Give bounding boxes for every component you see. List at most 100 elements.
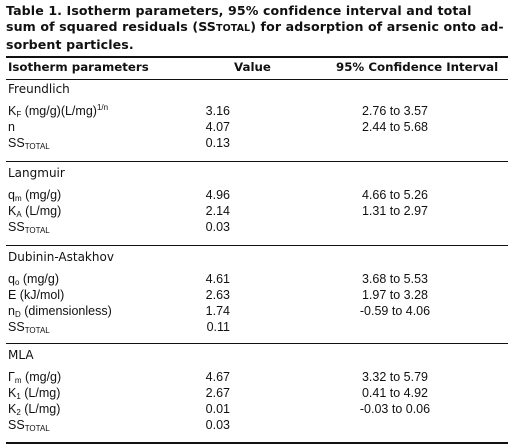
table-row: qm (mg/g) 4.96 4.66 to 5.26 (6, 187, 508, 204)
parameter-name: SSTOTAL (8, 219, 50, 236)
confidence-interval: 2.44 to 5.68 (361, 120, 429, 134)
bottom-rule (6, 442, 508, 444)
caption-line-1: Table 1. Isotherm parameters, 95% confid… (6, 3, 472, 18)
parameter-name: KA (L/mg) (8, 203, 61, 220)
parameter-symbol: K (8, 104, 17, 118)
parameter-name: Γm (mg/g) (8, 369, 61, 386)
confidence-interval: -0.03 to 0.06 (359, 402, 431, 416)
parameter-subscript: TOTAL (24, 226, 50, 235)
parameter-symbol: SS (8, 320, 25, 334)
parameter-value: 0.13 (205, 136, 230, 150)
header-value: Value (234, 60, 271, 74)
parameter-name: KF (mg/g)(L/mg)1/n (8, 103, 108, 120)
table-row: KF (mg/g)(L/mg)1/n 3.16 2.76 to 3.57 (6, 103, 508, 120)
parameter-subscript: o (14, 278, 20, 287)
parameter-symbol: K (8, 386, 17, 400)
parameter-symbol: q (8, 188, 15, 202)
table-header-row: Isotherm parameters Value 95% Confidence… (6, 59, 508, 76)
group-name: MLA (8, 348, 34, 362)
parameter-unit: (L/mg) (20, 402, 61, 416)
parameter-subscript: TOTAL (24, 326, 50, 335)
group-separator-rule (6, 343, 508, 344)
parameter-value: 3.16 (205, 104, 230, 118)
parameter-value: 2.67 (205, 386, 230, 400)
header-rule (6, 79, 508, 80)
table-row: SSTOTAL 0.03 (6, 417, 508, 434)
parameter-value: 4.96 (205, 188, 230, 202)
parameter-superscript: 1/n (96, 103, 109, 112)
parameter-symbol: n (8, 120, 15, 134)
parameter-value: 4.67 (205, 370, 230, 384)
parameter-name: qm (mg/g) (8, 187, 61, 204)
table-row: qo (mg/g) 4.61 3.68 to 5.53 (6, 271, 508, 288)
parameter-name: qo (mg/g) (8, 271, 59, 288)
parameter-unit: (mg/g) (19, 272, 59, 286)
parameter-value: 0.01 (205, 402, 230, 416)
confidence-interval: 3.68 to 5.53 (361, 272, 429, 286)
parameter-subscript: TOTAL (24, 424, 50, 433)
parameter-value: 0.03 (205, 418, 230, 432)
parameter-subscript: 2 (16, 408, 21, 417)
parameter-value: 2.63 (205, 288, 230, 302)
parameter-subscript: m (14, 376, 22, 385)
parameter-unit: (mg/g) (21, 188, 62, 202)
table-row: K2 (L/mg) 0.01 -0.03 to 0.06 (6, 401, 508, 418)
parameter-symbol: SS (8, 220, 25, 234)
parameter-symbol: Γ (8, 370, 15, 384)
parameter-subscript: A (16, 210, 22, 219)
table-row: E (kJ/mol) 2.63 1.97 to 3.28 (6, 287, 508, 304)
group-header-row: Dubinin-Astakhov (6, 249, 508, 266)
confidence-interval: 4.66 to 5.26 (361, 188, 429, 202)
parameter-unit: (L/mg) (21, 204, 62, 218)
table-row: K1 (L/mg) 2.67 0.41 to 4.92 (6, 385, 508, 402)
parameter-name: nD (dimensionless) (8, 303, 112, 320)
group-header-row: Langmuir (6, 165, 508, 182)
group-name: Dubinin-Astakhov (8, 250, 114, 264)
parameter-name: K2 (L/mg) (8, 401, 60, 418)
parameter-unit: (L/mg) (20, 386, 61, 400)
group-header-row: Freundlich (6, 81, 508, 98)
parameter-value: 0.11 (206, 320, 230, 334)
parameter-value: 1.74 (205, 304, 230, 318)
group-separator-rule (6, 161, 508, 162)
caption-line-3: sorbent particles. (6, 37, 134, 52)
table-row: SSTOTAL 0.13 (6, 135, 508, 152)
table-row: nD (dimensionless) 1.74 -0.59 to 4.06 (6, 303, 508, 320)
parameter-subscript: TOTAL (24, 142, 50, 151)
parameter-name: E (kJ/mol) (8, 287, 64, 304)
parameter-unit: (dimensionless) (20, 304, 112, 318)
parameter-value: 0.03 (205, 220, 230, 234)
table-row: n 4.07 2.44 to 5.68 (6, 119, 508, 136)
parameter-name: SSTOTAL (8, 417, 50, 434)
parameter-unit: (mg/g) (21, 370, 62, 384)
parameter-unit: (mg/g)(L/mg) (21, 104, 97, 118)
parameter-value: 4.61 (205, 272, 230, 286)
confidence-interval: 1.97 to 3.28 (361, 288, 429, 302)
table-row: KA (L/mg) 2.14 1.31 to 2.97 (6, 203, 508, 220)
parameter-symbol: SS (8, 136, 25, 150)
parameter-name: K1 (L/mg) (8, 385, 60, 402)
parameter-subscript: F (16, 110, 22, 119)
parameter-value: 4.07 (205, 120, 230, 134)
parameter-subscript: D (14, 310, 21, 319)
table-row: SSTOTAL 0.11 (6, 319, 508, 336)
header-isotherm-parameters: Isotherm parameters (8, 60, 149, 74)
parameter-value: 2.14 (205, 204, 230, 218)
parameter-symbol: K (8, 204, 17, 218)
confidence-interval: 0.41 to 4.92 (361, 386, 429, 400)
parameter-subscript: m (14, 194, 22, 203)
confidence-interval: 1.31 to 2.97 (361, 204, 429, 218)
confidence-interval: -0.59 to 4.06 (359, 304, 431, 318)
parameter-symbol: n (8, 304, 15, 318)
group-header-row: MLA (6, 347, 508, 364)
parameter-symbol: E (kJ/mol) (8, 288, 65, 302)
caption-line-2: sum of squared residuals (SSTOTAL) for a… (6, 19, 504, 34)
header-confidence-interval: 95% Confidence Interval (336, 60, 499, 74)
parameter-subscript: 1 (16, 392, 21, 401)
table-row: Γm (mg/g) 4.67 3.32 to 5.79 (6, 369, 508, 386)
parameter-symbol: K (8, 402, 17, 416)
confidence-interval: 2.76 to 3.57 (361, 104, 429, 118)
parameter-name: SSTOTAL (8, 319, 50, 336)
top-rule (6, 56, 508, 58)
parameter-name: SSTOTAL (8, 135, 50, 152)
